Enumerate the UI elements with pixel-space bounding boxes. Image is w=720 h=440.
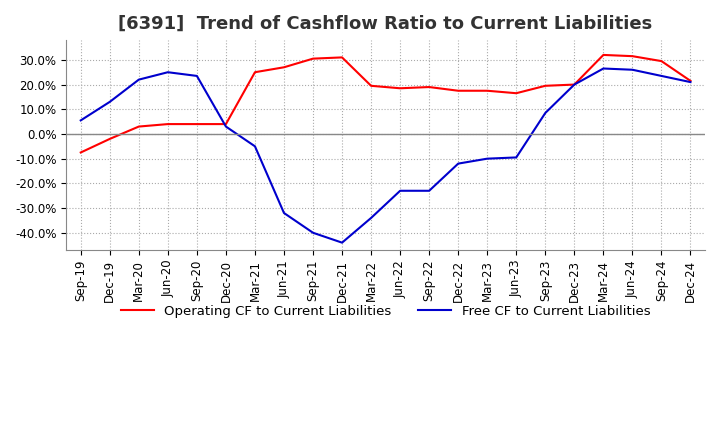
Free CF to Current Liabilities (222, 124, 230, 129)
Title: [6391]  Trend of Cashflow Ratio to Current Liabilities: [6391] Trend of Cashflow Ratio to Curren… (119, 15, 653, 33)
Free CF to Current Liabilities (425, 188, 433, 194)
Operating CF to Current Liabilities (279, 65, 288, 70)
Operating CF to Current Liabilities (135, 124, 143, 129)
Free CF to Current Liabilities (279, 210, 288, 216)
Operating CF to Current Liabilities (541, 83, 549, 88)
Free CF to Current Liabilities (366, 215, 375, 220)
Operating CF to Current Liabilities (657, 59, 666, 64)
Operating CF to Current Liabilities (251, 70, 259, 75)
Operating CF to Current Liabilities (105, 136, 114, 142)
Free CF to Current Liabilities (338, 240, 346, 245)
Operating CF to Current Liabilities (192, 121, 201, 127)
Free CF to Current Liabilities (599, 66, 608, 71)
Line: Operating CF to Current Liabilities: Operating CF to Current Liabilities (81, 55, 690, 153)
Operating CF to Current Liabilities (425, 84, 433, 90)
Operating CF to Current Liabilities (76, 150, 85, 155)
Operating CF to Current Liabilities (454, 88, 462, 93)
Free CF to Current Liabilities (454, 161, 462, 166)
Operating CF to Current Liabilities (628, 54, 636, 59)
Operating CF to Current Liabilities (396, 86, 405, 91)
Free CF to Current Liabilities (570, 82, 579, 87)
Free CF to Current Liabilities (163, 70, 172, 75)
Operating CF to Current Liabilities (570, 82, 579, 87)
Free CF to Current Liabilities (76, 118, 85, 123)
Operating CF to Current Liabilities (222, 121, 230, 127)
Free CF to Current Liabilities (483, 156, 492, 161)
Operating CF to Current Liabilities (309, 56, 318, 61)
Free CF to Current Liabilities (512, 155, 521, 160)
Free CF to Current Liabilities (628, 67, 636, 73)
Free CF to Current Liabilities (657, 73, 666, 79)
Operating CF to Current Liabilities (483, 88, 492, 93)
Free CF to Current Liabilities (396, 188, 405, 194)
Free CF to Current Liabilities (105, 99, 114, 104)
Operating CF to Current Liabilities (163, 121, 172, 127)
Free CF to Current Liabilities (686, 80, 695, 85)
Operating CF to Current Liabilities (599, 52, 608, 58)
Free CF to Current Liabilities (541, 110, 549, 116)
Line: Free CF to Current Liabilities: Free CF to Current Liabilities (81, 69, 690, 242)
Free CF to Current Liabilities (251, 144, 259, 149)
Free CF to Current Liabilities (192, 73, 201, 79)
Operating CF to Current Liabilities (366, 83, 375, 88)
Operating CF to Current Liabilities (338, 55, 346, 60)
Legend: Operating CF to Current Liabilities, Free CF to Current Liabilities: Operating CF to Current Liabilities, Fre… (116, 300, 656, 323)
Free CF to Current Liabilities (135, 77, 143, 82)
Free CF to Current Liabilities (309, 230, 318, 235)
Operating CF to Current Liabilities (512, 91, 521, 96)
Operating CF to Current Liabilities (686, 78, 695, 84)
